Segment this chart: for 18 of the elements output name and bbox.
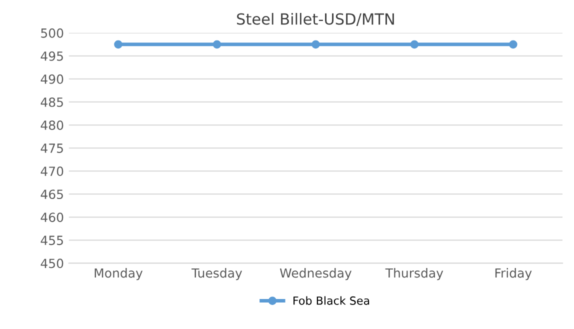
y-tick-label: 465 xyxy=(40,190,63,200)
y-tick-label: 455 xyxy=(40,236,63,246)
y-tick-label: 490 xyxy=(40,74,64,84)
y-tick-label: 480 xyxy=(40,120,64,130)
x-tick-label: Tuesday xyxy=(192,268,242,280)
y-tick-label: 475 xyxy=(40,144,63,153)
chart-title: Steel Billet-USD/MTN xyxy=(236,12,394,26)
y-tick-label: 485 xyxy=(40,97,63,107)
x-tick-label: Thursday xyxy=(385,268,444,280)
y-tick-label: 450 xyxy=(40,258,64,268)
x-tick-label: Friday xyxy=(495,268,532,280)
x-tick-label: Monday xyxy=(94,268,143,280)
legend-label: Fob Black Sea xyxy=(294,296,370,305)
x-tick-label: Wednesday xyxy=(280,268,352,280)
y-tick-label: 470 xyxy=(40,166,64,176)
y-tick-label: 460 xyxy=(40,212,64,222)
y-tick-label: 500 xyxy=(41,28,64,38)
y-tick-label: 495 xyxy=(40,51,63,61)
